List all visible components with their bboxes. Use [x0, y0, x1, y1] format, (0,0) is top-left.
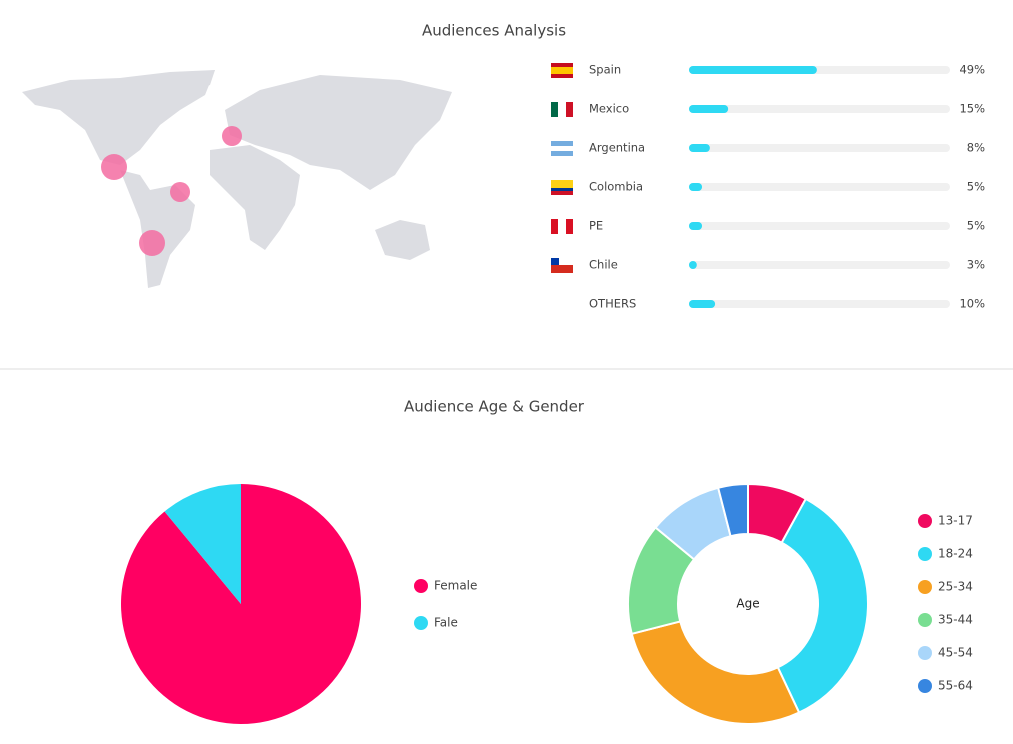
section-title: Audiences Analysis: [422, 22, 566, 40]
bar: [689, 183, 703, 191]
country-label: Colombia: [589, 180, 643, 194]
country-label: Chile: [589, 258, 618, 272]
bar: [689, 66, 817, 74]
section-title: Audience Age & Gender: [404, 398, 585, 416]
world-map: [22, 70, 452, 288]
value-label: 5%: [967, 180, 985, 194]
bar: [689, 300, 716, 308]
legend-marker: [918, 547, 932, 561]
flags: [551, 63, 573, 273]
bar: [689, 105, 729, 113]
bar-track: [689, 183, 950, 191]
bar: [689, 144, 710, 152]
legend-marker: [918, 679, 932, 693]
legend-marker: [918, 580, 932, 594]
legend-label: 18-24: [938, 547, 973, 561]
country-label: OTHERS: [589, 297, 636, 311]
legend-marker: [918, 613, 932, 627]
bar-track: [689, 144, 950, 152]
value-label: 8%: [967, 141, 985, 155]
donut-center-label: Age: [736, 597, 759, 611]
bar: [689, 222, 703, 230]
legend-label: 25-34: [938, 580, 973, 594]
legend-label: 45-54: [938, 646, 973, 660]
legend-marker: [414, 616, 428, 630]
bar-track: [689, 261, 950, 269]
legend-label: 13-17: [938, 514, 973, 528]
donut-segment: [716, 482, 749, 538]
legend-marker: [414, 579, 428, 593]
country-label: Argentina: [589, 141, 645, 155]
legend-marker: [918, 646, 932, 660]
donut-segment: [630, 620, 801, 725]
legend-label: Female: [434, 579, 477, 593]
value-label: 49%: [959, 63, 985, 77]
legend-label: 55-64: [938, 679, 973, 693]
bar-track: [689, 300, 950, 308]
legend-label: Fale: [434, 616, 458, 630]
legend-marker: [918, 514, 932, 528]
value-label: 10%: [959, 297, 985, 311]
bar: [689, 261, 697, 269]
country-label: PE: [589, 219, 603, 233]
value-label: 3%: [967, 258, 985, 272]
value-label: 5%: [967, 219, 985, 233]
donut-segment: [776, 497, 869, 714]
bar-track: [689, 105, 950, 113]
country-label: Spain: [589, 63, 621, 77]
country-label: Mexico: [589, 102, 629, 116]
pie-slice: [164, 484, 241, 604]
value-label: 15%: [959, 102, 985, 116]
legend-label: 35-44: [938, 613, 973, 627]
bar-track: [689, 222, 950, 230]
